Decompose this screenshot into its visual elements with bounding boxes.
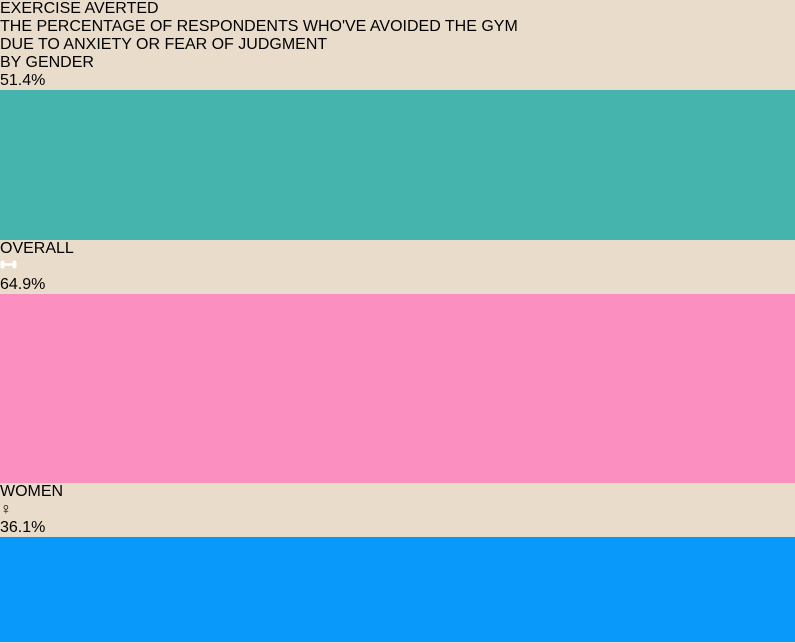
- bar: [0, 90, 795, 240]
- header-banner: EXERCISE AVERTED THE PERCENTAGE OF RESPO…: [0, 0, 795, 54]
- value-bubble: 36.1%: [0, 519, 46, 536]
- chart-column-overall: 51.4% OVERALL: [0, 72, 795, 276]
- subtitle-line-2: DUE TO ANXIETY OR FEAR OF JUDGMENT: [0, 36, 328, 53]
- chart-column-men: 36.1% MEN ♂: [0, 519, 795, 643]
- chart-column-women: 64.9% WOMEN ♀: [0, 276, 795, 519]
- bar: [0, 294, 795, 483]
- subtitle-line-1: THE PERCENTAGE OF RESPONDENTS WHO'VE AVO…: [0, 18, 518, 35]
- female-symbol: ♀: [0, 501, 12, 518]
- page-title: EXERCISE AVERTED: [0, 0, 159, 17]
- bar: [0, 537, 795, 642]
- dumbbell-icon: [0, 258, 795, 276]
- value-bubble: 64.9%: [0, 276, 46, 293]
- category-label: OVERALL: [0, 240, 74, 257]
- page-subtitle: THE PERCENTAGE OF RESPONDENTS WHO'VE AVO…: [0, 18, 795, 54]
- female-icon: ♀: [0, 501, 795, 519]
- value-bubble: 51.4%: [0, 72, 46, 89]
- category-label: WOMEN: [0, 483, 64, 500]
- section-ribbon: BY GENDER: [0, 54, 94, 71]
